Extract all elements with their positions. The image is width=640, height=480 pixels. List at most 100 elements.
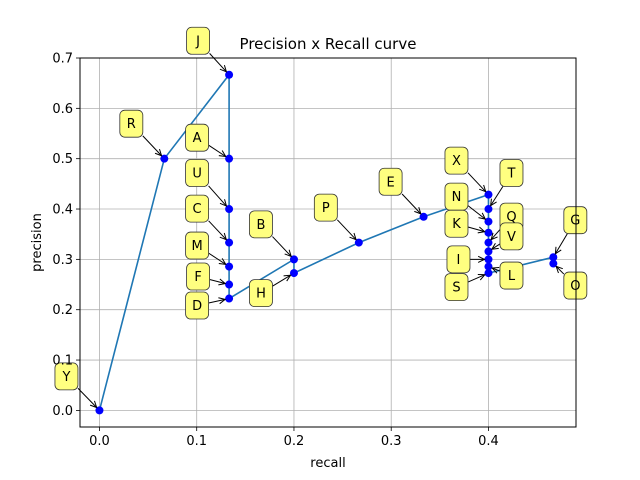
annotation-label: T — [506, 167, 515, 182]
x-tick-label: 0.1 — [186, 434, 207, 449]
annotation-arrowhead — [477, 273, 486, 281]
annotation-arrow-line — [77, 387, 98, 408]
data-point — [484, 247, 493, 256]
x-tick-label: 0.2 — [284, 434, 305, 449]
y-tick-label: 0.0 — [52, 404, 73, 419]
annotation-A: A — [185, 123, 227, 158]
data-point — [225, 154, 234, 163]
annotation-label: P — [322, 201, 330, 216]
annotation-O: O — [555, 265, 588, 300]
annotation-arrow-line — [467, 274, 486, 283]
annotation-E: E — [378, 167, 422, 215]
data-point — [225, 262, 234, 271]
annotation-label: X — [452, 154, 461, 169]
annotation-arrowhead — [218, 258, 227, 265]
y-tick-label: 0.2 — [52, 303, 73, 318]
data-point — [225, 205, 234, 214]
annotation-box — [499, 261, 524, 290]
annotation-Y: Y — [54, 362, 98, 409]
annotations: Y R J A U C M FD B H P E X NK IS T QV L G O — [54, 26, 588, 409]
annotation-arrowhead — [284, 249, 293, 258]
annotation-D: D — [185, 291, 227, 320]
annotation-box — [444, 273, 469, 302]
annotation-box — [54, 362, 79, 391]
annotation-arrow-line — [208, 252, 227, 265]
annotation-F: F — [186, 262, 227, 291]
annotation-arrow-line — [336, 219, 357, 241]
annotation-arrowhead — [479, 184, 487, 193]
annotation-arrowhead — [89, 400, 98, 409]
annotation-label: J — [195, 34, 200, 49]
y-tick-label: 0.1 — [52, 354, 73, 369]
annotation-arrowhead — [477, 226, 486, 234]
data-point — [225, 238, 234, 247]
annotation-label: B — [256, 218, 265, 233]
annotation-arrow-line — [401, 193, 422, 215]
annotation-arrow-line — [490, 186, 504, 206]
annotation-arrow-line — [467, 205, 486, 220]
annotation-label: Q — [506, 210, 516, 225]
annotation-arrowhead — [491, 266, 500, 274]
annotation-arrow-line — [208, 185, 227, 207]
y-tick-label: 0.3 — [52, 253, 73, 268]
annotation-R: R — [119, 109, 163, 157]
data-point — [419, 212, 428, 221]
data-point — [484, 255, 493, 264]
annotation-label: M — [191, 239, 202, 254]
annotation-arrow-line — [208, 298, 226, 304]
annotation-M: M — [185, 231, 227, 265]
annotation-label: A — [193, 131, 202, 146]
annotation-arrow-line — [208, 220, 227, 241]
annotation-arrowhead — [554, 246, 562, 255]
annotation-B: B — [249, 210, 293, 258]
data-point — [225, 70, 234, 79]
data-point — [354, 238, 363, 247]
annotation-box — [119, 109, 144, 138]
annotation-box — [249, 279, 273, 308]
annotation-arrow-line — [554, 233, 568, 255]
annotation-label: Y — [61, 370, 70, 385]
annotation-L: L — [491, 261, 524, 290]
annotation-arrowhead — [477, 255, 486, 263]
annotation-arrowhead — [219, 64, 228, 73]
annotation-arrow-line — [208, 144, 227, 157]
annotation-arrowhead — [283, 274, 292, 282]
annotation-arrowhead — [219, 199, 228, 207]
data-point — [549, 253, 558, 262]
annotation-box — [186, 262, 210, 291]
annotation-label: F — [194, 270, 201, 285]
annotation-V: V — [490, 222, 524, 251]
annotation-C: C — [185, 194, 228, 241]
annotation-T: T — [490, 159, 524, 207]
data-point — [95, 406, 104, 415]
plot-frame — [79, 57, 577, 428]
x-axis-title: recall — [310, 456, 345, 471]
annotation-label: D — [192, 299, 202, 314]
annotation-box — [444, 209, 469, 238]
annotation-G: G — [554, 206, 588, 255]
chart-title: Precision x Recall curve — [240, 35, 417, 53]
annotation-box — [563, 206, 588, 235]
annotation-box — [499, 222, 524, 251]
annotation-label: U — [192, 167, 202, 182]
annotation-S: S — [444, 273, 486, 302]
annotation-label: C — [193, 202, 202, 217]
annotation-box — [185, 291, 209, 320]
data-point — [289, 269, 298, 278]
annotation-arrowhead — [478, 212, 487, 220]
data-point — [484, 238, 493, 247]
annotation-box — [563, 271, 588, 300]
annotation-arrow-line — [555, 266, 565, 275]
data-point — [289, 255, 298, 264]
data-points — [95, 70, 558, 415]
x-tick-label: 0.4 — [478, 434, 499, 449]
annotation-box — [185, 194, 209, 223]
y-tick-label: 0.5 — [52, 152, 73, 167]
annotation-arrowhead — [414, 207, 422, 215]
plot-area — [80, 58, 576, 427]
annotation-box — [249, 210, 273, 239]
annotation-arrow-line — [272, 274, 291, 287]
annotation-box — [185, 159, 209, 187]
annotation-box — [446, 245, 471, 274]
